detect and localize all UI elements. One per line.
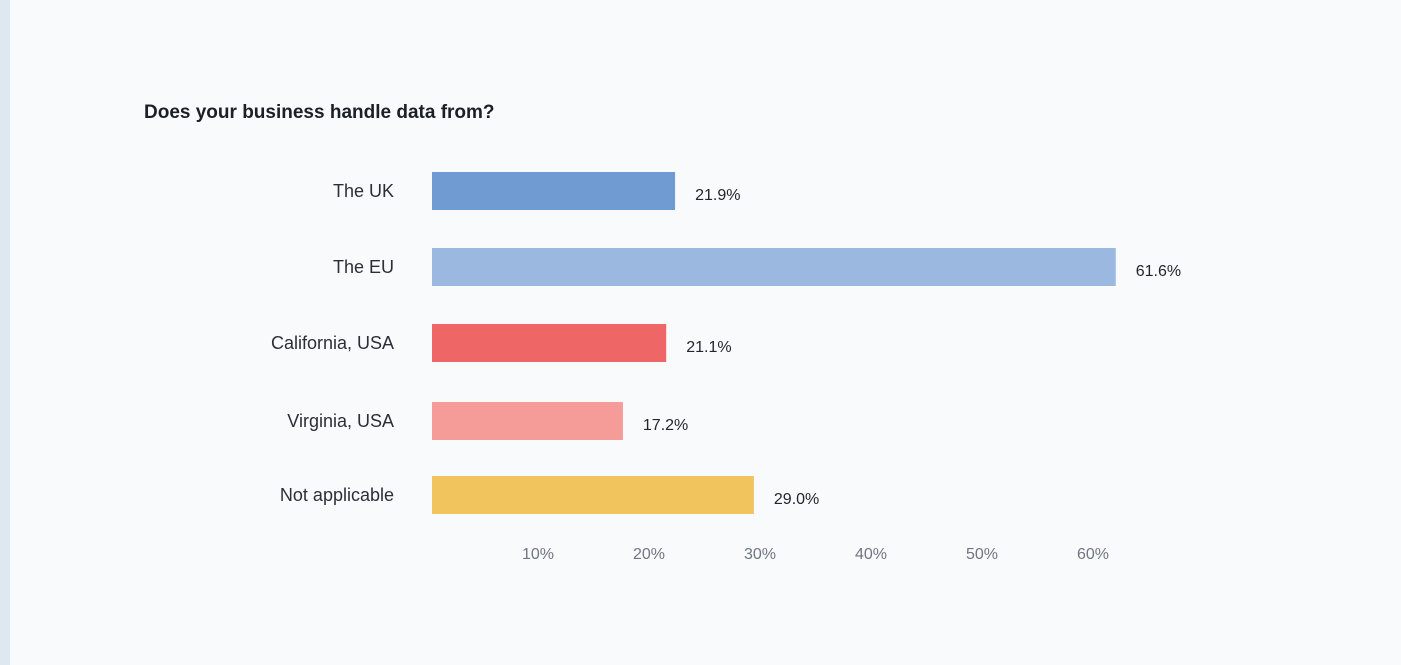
x-tick-label: 60% <box>1077 546 1109 563</box>
bar <box>432 402 623 440</box>
value-label: 61.6% <box>1136 263 1181 280</box>
x-tick-label: 10% <box>522 546 554 563</box>
value-label: 21.1% <box>686 339 731 356</box>
category-label: California, USA <box>271 333 394 353</box>
bar <box>432 324 667 362</box>
x-tick-label: 50% <box>966 546 998 563</box>
chart-title: Does your business handle data from? <box>144 102 495 123</box>
category-label: Not applicable <box>280 485 394 505</box>
category-label: Virginia, USA <box>287 411 394 431</box>
category-label: The EU <box>333 257 394 277</box>
category-label: The UK <box>333 181 394 201</box>
bar <box>432 172 676 210</box>
value-label: 29.0% <box>774 491 819 508</box>
left-accent-strip <box>0 0 10 665</box>
x-tick-label: 40% <box>855 546 887 563</box>
bar <box>432 248 1116 286</box>
x-tick-label: 30% <box>744 546 776 563</box>
x-tick-label: 20% <box>633 546 665 563</box>
value-label: 17.2% <box>643 417 688 434</box>
bar <box>432 476 754 514</box>
value-label: 21.9% <box>695 187 740 204</box>
